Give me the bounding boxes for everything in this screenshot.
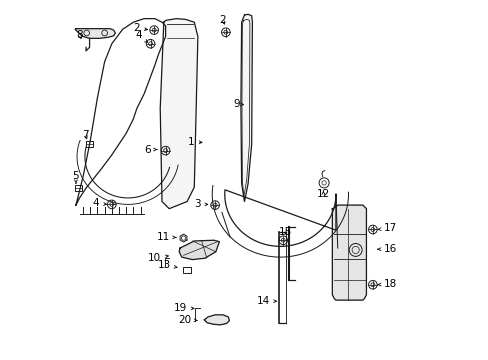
Text: 9: 9 (233, 99, 243, 109)
Text: 10: 10 (148, 253, 168, 263)
Polygon shape (241, 14, 252, 202)
Text: 15: 15 (278, 227, 291, 237)
Text: 13: 13 (158, 260, 177, 270)
Bar (75, 185, 82, 191)
Text: 3: 3 (194, 199, 207, 210)
Text: 5: 5 (73, 171, 79, 184)
Text: 20: 20 (178, 315, 197, 325)
Text: 2: 2 (133, 23, 147, 33)
Text: 2: 2 (219, 15, 226, 26)
Text: 17: 17 (377, 224, 396, 233)
Polygon shape (75, 29, 115, 39)
Text: 4: 4 (92, 198, 106, 208)
Polygon shape (160, 19, 198, 209)
Text: 11: 11 (157, 232, 176, 242)
Text: 7: 7 (82, 130, 89, 140)
Text: 1: 1 (187, 138, 202, 147)
Text: 8: 8 (76, 30, 82, 40)
Text: 12: 12 (316, 189, 329, 199)
Polygon shape (204, 315, 229, 325)
Bar (86, 141, 93, 147)
Text: 14: 14 (256, 296, 276, 306)
Text: 6: 6 (144, 144, 157, 154)
Text: 18: 18 (377, 279, 396, 289)
Bar (183, 267, 190, 273)
Polygon shape (179, 240, 219, 260)
Text: 4: 4 (135, 30, 147, 42)
Polygon shape (332, 205, 366, 300)
Text: 16: 16 (377, 244, 396, 254)
Text: 19: 19 (174, 303, 194, 314)
